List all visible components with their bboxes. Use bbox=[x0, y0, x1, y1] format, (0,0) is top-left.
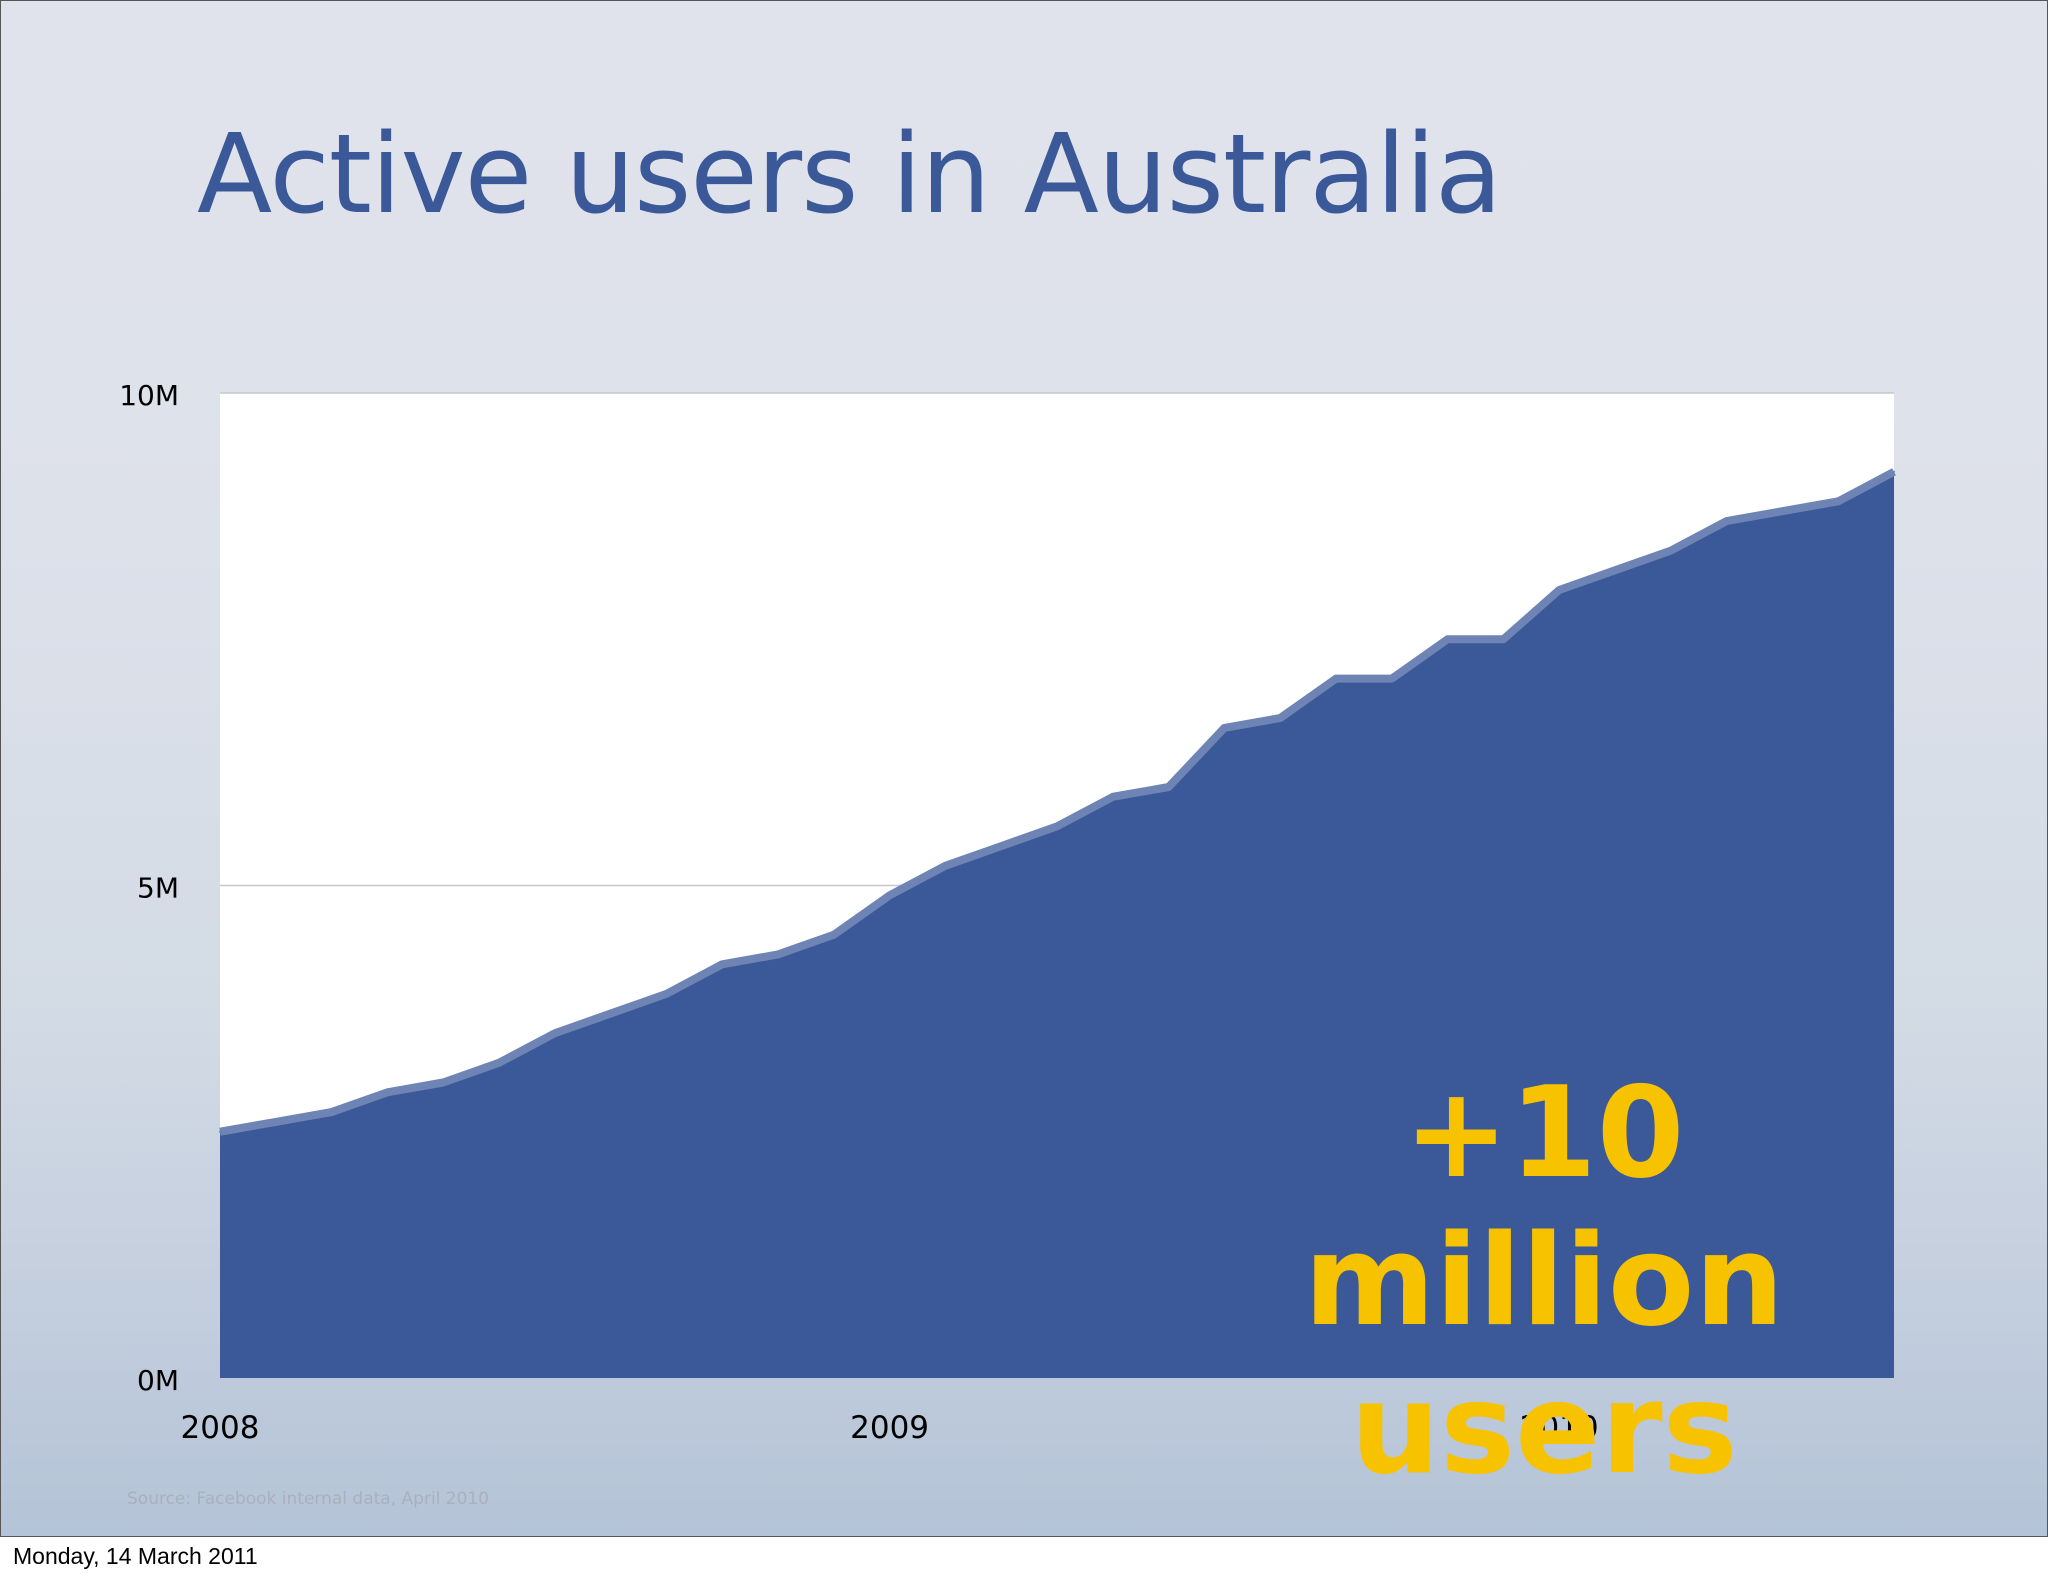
data-point bbox=[1502, 638, 1505, 641]
callout-line: users bbox=[1350, 1355, 1738, 1502]
data-point bbox=[1781, 510, 1784, 513]
slide: Active users in Australia 0M 5M 10M 2008 20… bbox=[0, 0, 2048, 1537]
data-point bbox=[1837, 500, 1840, 503]
footer-date: Monday, 14 March 2011 bbox=[13, 1543, 258, 1569]
data-point bbox=[386, 1091, 389, 1094]
growth-callout: +10 million users bbox=[1269, 1059, 1819, 1503]
data-point bbox=[1056, 825, 1058, 828]
callout-line: million bbox=[1303, 1207, 1785, 1354]
y-tick-label: 5M bbox=[137, 872, 179, 905]
x-tick-label: 2008 bbox=[181, 1410, 260, 1446]
y-tick-label: 10M bbox=[119, 379, 179, 412]
data-point bbox=[1669, 549, 1672, 552]
data-point bbox=[1613, 569, 1616, 572]
data-point bbox=[1558, 589, 1561, 591]
data-point bbox=[832, 933, 835, 936]
data-point bbox=[609, 1012, 612, 1015]
x-tick-label: 2010 bbox=[1520, 1410, 1599, 1446]
data-point bbox=[274, 1120, 277, 1123]
data-point bbox=[888, 894, 891, 897]
data-point bbox=[1335, 677, 1338, 680]
data-point bbox=[721, 963, 724, 966]
y-axis-tick-labels: 0M 5M 10M bbox=[119, 379, 179, 1397]
x-axis-tick-labels: 2008 2009 2010 bbox=[181, 1410, 1599, 1446]
data-point bbox=[1000, 845, 1003, 848]
data-point bbox=[944, 864, 947, 867]
data-point bbox=[1223, 726, 1226, 729]
data-point bbox=[776, 953, 779, 956]
data-point bbox=[1279, 717, 1282, 720]
data-point bbox=[442, 1081, 445, 1084]
data-point bbox=[1390, 677, 1393, 680]
data-point bbox=[330, 1111, 333, 1114]
y-tick-label: 0M bbox=[137, 1364, 179, 1397]
series-layer bbox=[219, 468, 1896, 1378]
x-tick-label: 2009 bbox=[850, 1410, 929, 1446]
source-note: Source: Facebook internal data, April 20… bbox=[127, 1489, 490, 1509]
data-point bbox=[1111, 795, 1114, 798]
data-point bbox=[1167, 786, 1170, 788]
area-chart: 0M 5M 10M 2008 2009 2010 bbox=[119, 379, 1896, 1446]
data-point bbox=[1893, 470, 1895, 473]
data-point bbox=[1446, 638, 1449, 641]
data-point bbox=[553, 1032, 556, 1035]
slide-title: Active users in Australia bbox=[197, 110, 1502, 238]
data-point bbox=[219, 1130, 221, 1133]
data-point bbox=[665, 992, 668, 995]
data-point bbox=[1725, 520, 1728, 523]
series-area bbox=[220, 471, 1894, 1378]
data-point bbox=[498, 1061, 501, 1064]
callout-line: +10 bbox=[1403, 1059, 1685, 1206]
